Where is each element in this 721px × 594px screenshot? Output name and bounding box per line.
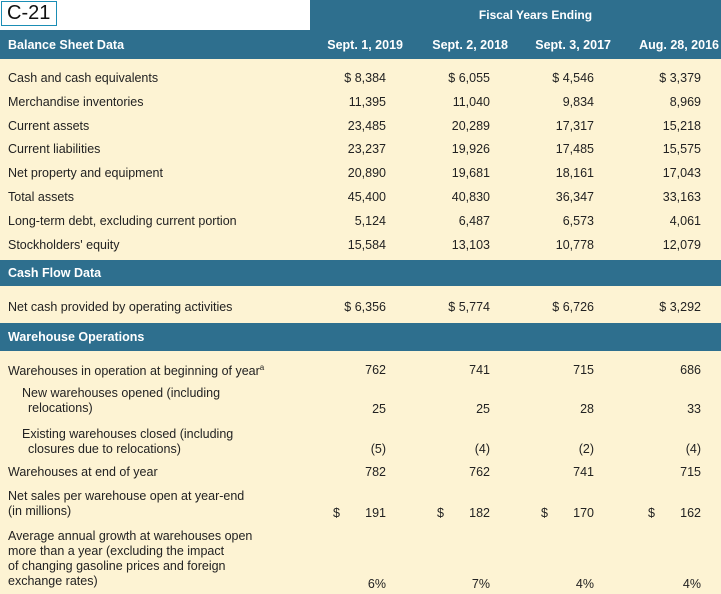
cell-value: (4) — [685, 442, 701, 456]
cell-value: (4) — [474, 442, 490, 456]
cell-value: 23,237 — [347, 142, 386, 156]
currency-symbol: $ — [437, 506, 444, 520]
cell-value: 715 — [573, 363, 594, 377]
row-label: Current assets — [8, 119, 90, 133]
cell-value: 7% — [471, 577, 490, 591]
cash-flow-header: Cash Flow Data — [0, 260, 721, 286]
cell-value: 741 — [469, 363, 490, 377]
fiscal-years-heading: Fiscal Years Ending — [310, 0, 721, 30]
row-label: Current liabilities — [8, 142, 101, 156]
warehouse-operations-header: Warehouse Operations — [0, 323, 721, 351]
cell-value: 762 — [469, 465, 490, 479]
cell-value: 782 — [365, 465, 386, 479]
row-label: Total assets — [8, 190, 75, 204]
row-label: Existing warehouses closed (including cl… — [22, 427, 234, 456]
cell-value: 12,079 — [662, 238, 701, 252]
cell-value: 13,103 — [451, 238, 490, 252]
row-label: Warehouses in operation at beginning of … — [8, 363, 265, 379]
cell-value: 4% — [682, 577, 701, 591]
cell-value: 6,487 — [458, 214, 490, 228]
cell-value: 28 — [580, 402, 594, 416]
cell-value: 33,163 — [662, 190, 701, 204]
cell-value: $ 3,292 — [659, 300, 701, 314]
balance-sheet-header: Balance Sheet Data — [0, 30, 721, 59]
cell-value: 9,834 — [562, 95, 594, 109]
cell-value: 19,926 — [451, 142, 490, 156]
row-label: Warehouses at end of year — [8, 465, 158, 479]
cell-value: 20,289 — [451, 119, 490, 133]
cell-value: 33 — [687, 402, 701, 416]
cell-value: $ 6,055 — [448, 71, 490, 85]
cell-value: 170 — [573, 506, 594, 520]
cell-value: 686 — [680, 363, 701, 377]
cash-flow-title: Cash Flow Data — [8, 266, 102, 280]
cell-value: 8,969 — [669, 95, 701, 109]
row-label: Cash and cash equivalents — [8, 71, 159, 85]
cell-value: 17,485 — [555, 142, 594, 156]
cell-value: $ 8,384 — [344, 71, 386, 85]
row-label: New warehouses opened (including relocat… — [22, 386, 221, 415]
cell-value: 10,778 — [555, 238, 594, 252]
fiscal-years-heading-text: Fiscal Years Ending — [478, 8, 593, 22]
cell-value: 45,400 — [347, 190, 386, 204]
cell-value: 17,043 — [662, 166, 701, 180]
column-header-2018: Sept. 2, 2018 — [432, 38, 508, 52]
warehouse-operations-title: Warehouse Operations — [8, 330, 145, 344]
cell-value: 15,575 — [662, 142, 701, 156]
row-label: Stockholders' equity — [8, 238, 120, 252]
column-header-2019: Sept. 1, 2019 — [327, 38, 403, 52]
cell-value: 191 — [365, 506, 386, 520]
cell-value: 40,830 — [451, 190, 490, 204]
cell-value: 6,573 — [562, 214, 594, 228]
row-label: Long-term debt, excluding current portio… — [8, 214, 237, 228]
row-label: Net sales per warehouse open at year-end… — [8, 489, 245, 518]
cell-value: 762 — [365, 363, 386, 377]
cell-value: 15,584 — [347, 238, 386, 252]
row-label: Net property and equipment — [8, 166, 163, 180]
cell-value: 11,395 — [348, 95, 386, 109]
cell-value: 20,890 — [347, 166, 386, 180]
cell-value: 4,061 — [669, 214, 701, 228]
cell-value: 25 — [476, 402, 490, 416]
column-header-2017: Sept. 3, 2017 — [535, 38, 611, 52]
cell-value: 5,124 — [354, 214, 386, 228]
cell-value: 741 — [573, 465, 594, 479]
cell-value: 715 — [680, 465, 701, 479]
cell-value: 23,485 — [347, 119, 386, 133]
currency-symbol: $ — [333, 506, 340, 520]
cell-value: $ 6,726 — [552, 300, 594, 314]
cell-value: 17,317 — [555, 119, 594, 133]
cell-value: 162 — [680, 506, 701, 520]
cell-value: 182 — [469, 506, 490, 520]
cell-value: $ 6,356 — [344, 300, 386, 314]
cell-value: 25 — [372, 402, 386, 416]
cell-value: $ 3,379 — [659, 71, 701, 85]
balance-sheet-title: Balance Sheet Data — [8, 37, 125, 52]
row-label: Merchandise inventories — [8, 95, 144, 109]
cell-value: $ 5,774 — [448, 300, 490, 314]
cell-value: 19,681 — [451, 166, 490, 180]
cell-value: 36,347 — [555, 190, 594, 204]
currency-symbol: $ — [541, 506, 548, 520]
cell-value: 15,218 — [662, 119, 701, 133]
row-label: Average annual growth at warehouses open… — [8, 529, 253, 588]
column-header-2016: Aug. 28, 2016 — [639, 38, 719, 52]
cell-value: 18,161 — [555, 166, 594, 180]
cell-value: (5) — [370, 442, 386, 456]
cell-value: 11,040 — [452, 95, 490, 109]
currency-symbol: $ — [648, 506, 655, 520]
exhibit-tag: C-21 — [1, 1, 57, 26]
cell-value: 6% — [367, 577, 386, 591]
cell-value: $ 4,546 — [552, 71, 594, 85]
cell-value: (2) — [578, 442, 594, 456]
cell-value: 4% — [575, 577, 594, 591]
row-label: Net cash provided by operating activitie… — [8, 300, 233, 314]
